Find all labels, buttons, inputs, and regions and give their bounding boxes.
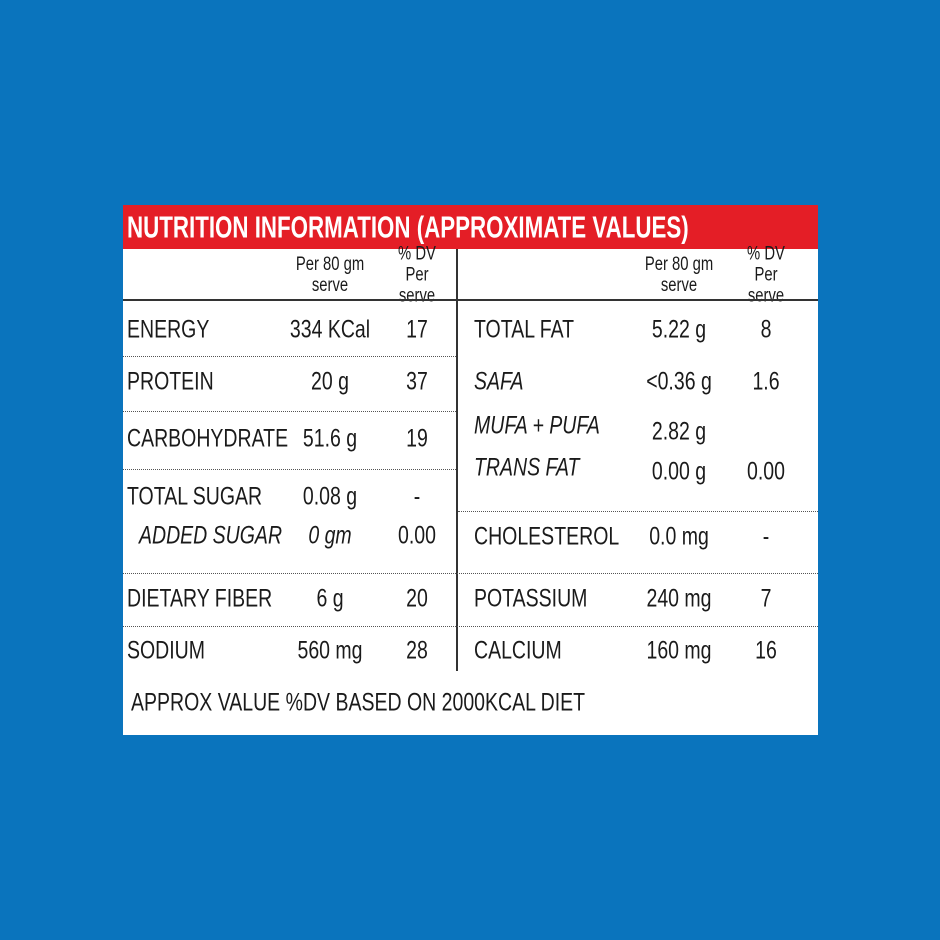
nutrition-table: NUTRITION INFORMATION (APPROXIMATE VALUE…: [123, 205, 818, 735]
nutrient-amount: 0.08 g: [302, 482, 358, 511]
right-per-serve-header: Per 80 gm serve: [644, 254, 714, 296]
footer-note: APPROX VALUE %DV BASED ON 2000KCAL DIET: [131, 688, 586, 717]
nutrient-dv: 19: [406, 424, 428, 453]
nutrient-dv: 0.00: [398, 521, 436, 550]
header-divider: [123, 299, 818, 301]
nutrient-amount: 240 mg: [646, 584, 712, 613]
nutrient-dv: -: [413, 482, 421, 511]
row-divider: [458, 511, 818, 512]
nutrient-name: SAFA: [474, 367, 524, 396]
nutrient-amount: 0.00 g: [651, 457, 707, 486]
nutrient-amount: 560 mg: [297, 636, 363, 665]
nutrient-name: SODIUM: [127, 636, 205, 665]
nutrient-dv: 16: [755, 636, 777, 665]
nutrient-dv: 1.6: [752, 367, 780, 396]
nutrient-amount: 160 mg: [646, 636, 712, 665]
nutrient-name: ADDED SUGAR: [139, 521, 283, 550]
nutrient-amount: 6 g: [316, 584, 344, 613]
nutrient-name: TRANS FAT: [474, 453, 580, 482]
row-divider: [123, 573, 818, 574]
row-divider: [123, 469, 456, 470]
nutrient-name: MUFA + PUFA: [474, 411, 600, 440]
nutrient-amount: 20 g: [311, 367, 349, 396]
nutrient-amount: 5.22 g: [651, 315, 707, 344]
nutrient-name: CALCIUM: [474, 636, 562, 665]
nutrient-dv: 7: [760, 584, 772, 613]
nutrient-amount: <0.36 g: [646, 367, 712, 396]
nutrient-dv: 28: [406, 636, 428, 665]
row-divider: [123, 411, 456, 412]
nutrient-name: TOTAL FAT: [474, 315, 575, 344]
nutrient-name: PROTEIN: [127, 367, 214, 396]
right-dv-header: % DV Per serve: [747, 243, 785, 307]
table-title: NUTRITION INFORMATION (APPROXIMATE VALUE…: [127, 209, 689, 245]
left-per-serve-header: Per 80 gm serve: [295, 254, 365, 296]
column-divider: [456, 249, 458, 671]
nutrient-name: TOTAL SUGAR: [127, 482, 263, 511]
nutrient-dv: -: [762, 522, 770, 551]
nutrient-amount: 334 KCal: [289, 315, 371, 344]
nutrient-name: CHOLESTEROL: [474, 522, 620, 551]
title-bar: NUTRITION INFORMATION (APPROXIMATE VALUE…: [123, 205, 818, 249]
nutrient-amount: 0 gm: [308, 521, 352, 550]
nutrient-dv: 17: [406, 315, 428, 344]
nutrient-name: ENERGY: [127, 315, 210, 344]
nutrient-amount: 0.0 mg: [649, 522, 709, 551]
nutrient-dv: 0.00: [747, 457, 785, 486]
row-divider: [123, 356, 456, 357]
nutrient-dv: 8: [760, 315, 772, 344]
nutrient-dv: 37: [406, 367, 428, 396]
nutrient-name: POTASSIUM: [474, 584, 588, 613]
left-dv-header: % DV Per serve: [398, 243, 436, 307]
nutrient-amount: 2.82 g: [651, 417, 707, 446]
nutrient-dv: 20: [406, 584, 428, 613]
row-divider: [123, 626, 818, 627]
nutrient-name: DIETARY FIBER: [127, 584, 273, 613]
nutrient-amount: 51.6 g: [302, 424, 358, 453]
nutrient-name: CARBOHYDRATE: [127, 424, 289, 453]
